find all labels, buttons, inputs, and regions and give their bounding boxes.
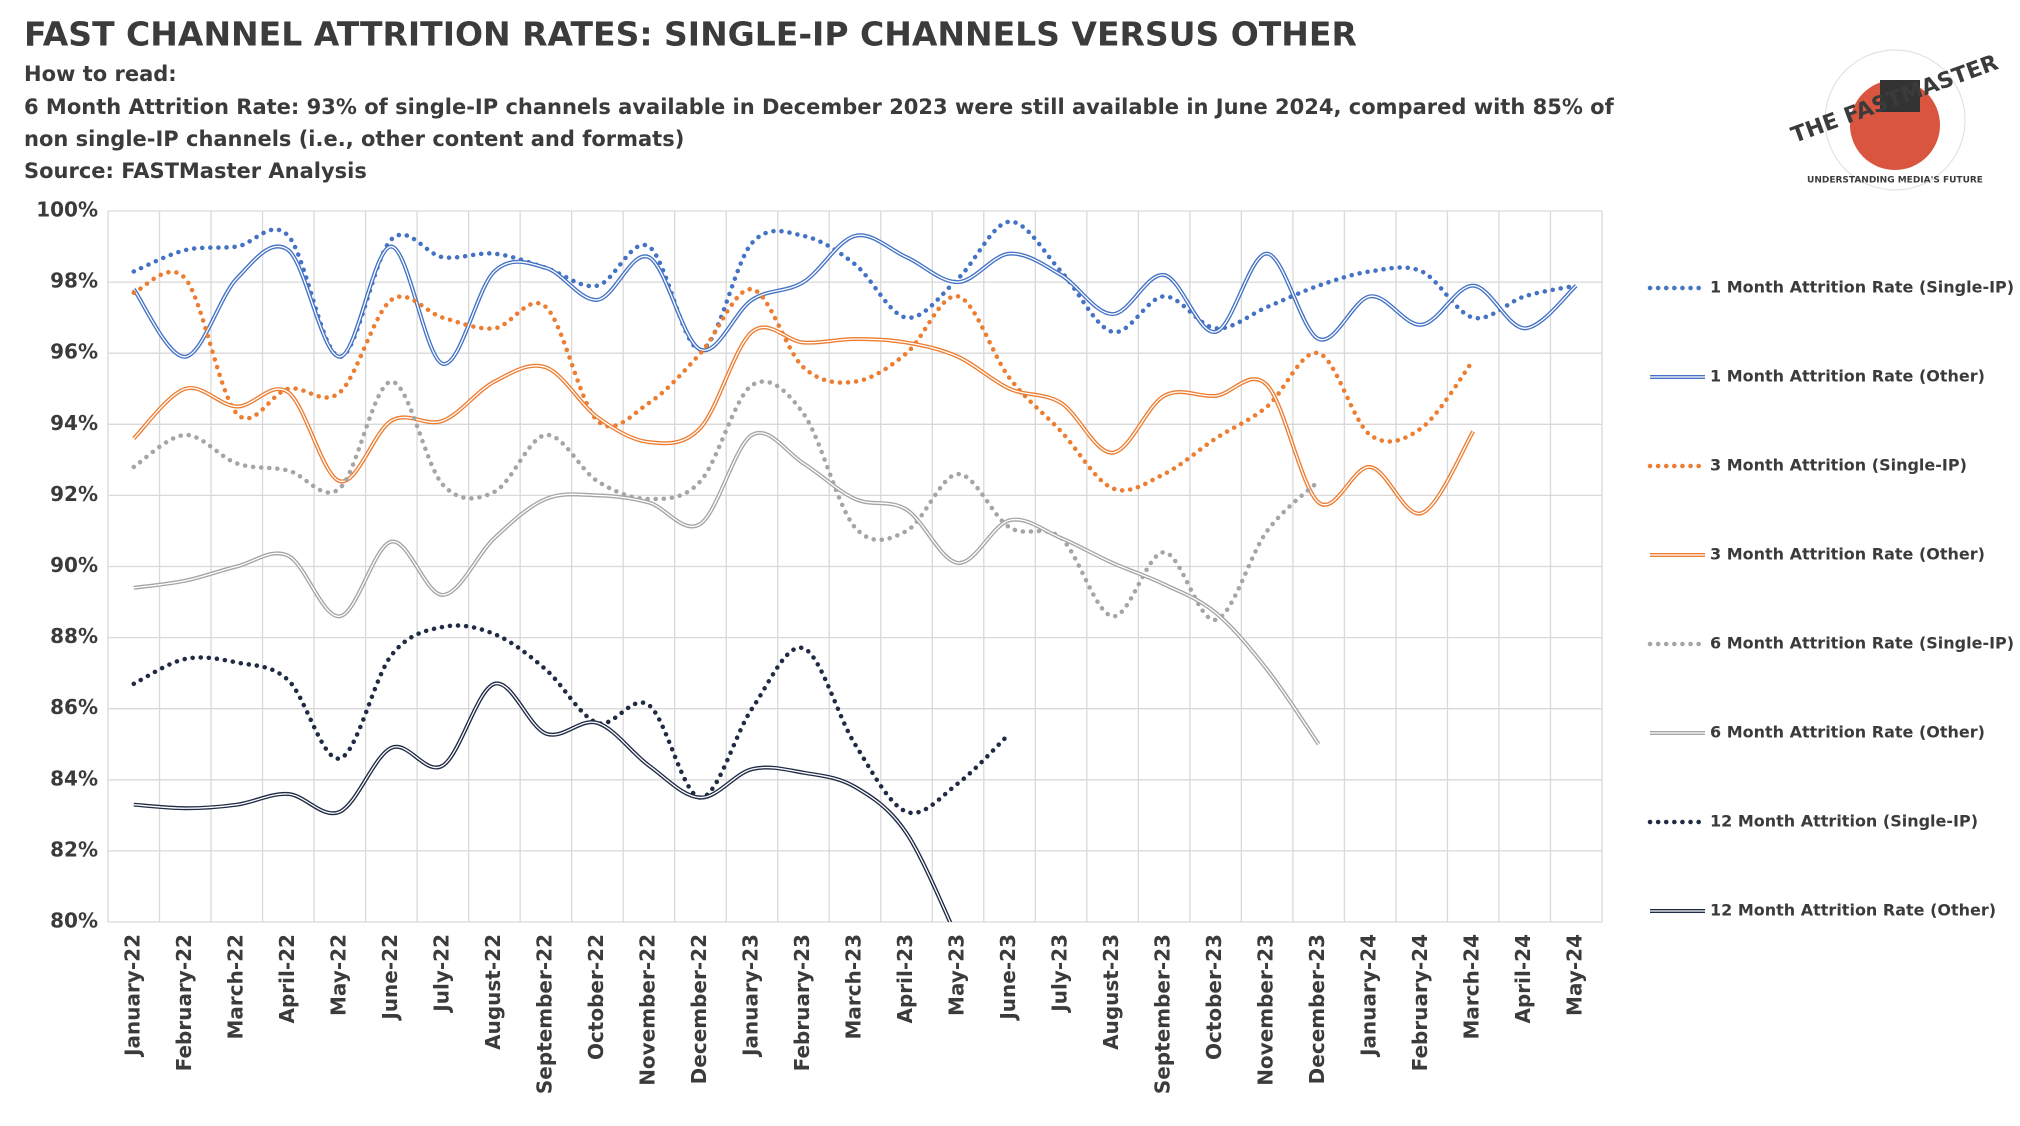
y-tick-label: 96%: [50, 340, 98, 364]
series-line-inner: [133, 326, 1474, 515]
x-tick-label: September-22: [532, 934, 556, 1094]
series-line: [131, 219, 1579, 360]
x-tick-label: January-24: [1357, 934, 1381, 1058]
source: Source: FASTMaster Analysis: [24, 159, 367, 183]
series-line: [133, 681, 953, 922]
x-tick-label: February-22: [172, 934, 196, 1071]
x-tick-label: January-23: [738, 934, 762, 1058]
legend-label: 12 Month Attrition Rate (Other): [1710, 901, 1996, 920]
legend-label: 6 Month Attrition Rate (Single-IP): [1710, 634, 2014, 653]
x-tick-label: October-23: [1202, 934, 1226, 1060]
x-tick-label: May-22: [326, 934, 350, 1016]
y-tick-label: 98%: [50, 269, 98, 293]
logo-tv: [1880, 80, 1920, 112]
legend-label: 3 Month Attrition Rate (Other): [1710, 545, 1985, 564]
x-tick-label: November-23: [1254, 934, 1278, 1086]
legend-label: 12 Month Attrition (Single-IP): [1710, 812, 1978, 831]
subtitle: How to read:: [24, 62, 177, 86]
x-tick-label: January-22: [120, 934, 144, 1058]
series-line-inner: [133, 432, 1320, 745]
x-tick-label: December-23: [1305, 934, 1329, 1084]
x-tick-label: July-22: [429, 934, 453, 1014]
x-tick-label: June-22: [378, 934, 402, 1022]
x-tick-label: August-22: [481, 934, 505, 1050]
legend-label: 1 Month Attrition Rate (Single-IP): [1710, 278, 2014, 297]
subtitle: 6 Month Attrition Rate: 93% of single-IP…: [24, 95, 1615, 119]
subtitle: non single-IP channels (i.e., other cont…: [24, 127, 684, 151]
plot-area: [131, 219, 1579, 922]
x-tick-label: February-24: [1408, 934, 1432, 1071]
x-tick-label: August-23: [1099, 934, 1123, 1050]
logo-tagline: UNDERSTANDING MEDIA'S FUTURE: [1807, 176, 1983, 186]
legend-label: 3 Month Attrition (Single-IP): [1710, 456, 1967, 475]
x-tick-label: December-22: [687, 934, 711, 1084]
y-tick-label: 90%: [50, 553, 98, 577]
logo: THE FASTMASTER UNDERSTANDING MEDIA'S FUT…: [1788, 49, 2002, 191]
x-tick-label: July-23: [1048, 934, 1072, 1014]
x-tick-label: February-23: [790, 934, 814, 1071]
legend-label: 6 Month Attrition Rate (Other): [1710, 723, 1985, 742]
y-tick-label: 100%: [36, 198, 98, 222]
y-tick-label: 80%: [50, 909, 98, 933]
y-tick-label: 82%: [50, 837, 98, 861]
x-tick-label: April-22: [275, 934, 299, 1024]
x-tick-label: May-23: [945, 934, 969, 1016]
series-line-inner: [133, 683, 951, 922]
x-tick-label: May-24: [1563, 934, 1587, 1016]
x-tick-label: April-23: [893, 934, 917, 1024]
y-tick-label: 86%: [50, 695, 98, 719]
x-tick-label: April-24: [1511, 934, 1535, 1024]
x-tick-label: October-22: [584, 934, 608, 1060]
legend-label: 1 Month Attrition Rate (Other): [1710, 367, 1985, 386]
x-tick-label: June-23: [996, 934, 1020, 1022]
x-tick-label: March-23: [842, 934, 866, 1040]
x-tick-label: March-24: [1460, 934, 1484, 1040]
y-tick-label: 84%: [50, 766, 98, 790]
x-tick-label: March-22: [223, 934, 247, 1040]
series-line-inner: [133, 234, 1577, 365]
series-line: [131, 269, 1476, 493]
x-tick-label: November-22: [635, 934, 659, 1086]
y-tick-label: 88%: [50, 624, 98, 648]
y-tick-label: 94%: [50, 411, 98, 435]
chart-title: FAST CHANNEL ATTRITION RATES: SINGLE-IP …: [24, 15, 1357, 54]
y-tick-label: 92%: [50, 482, 98, 506]
x-tick-label: September-23: [1151, 934, 1175, 1094]
series-line: [131, 379, 1321, 623]
